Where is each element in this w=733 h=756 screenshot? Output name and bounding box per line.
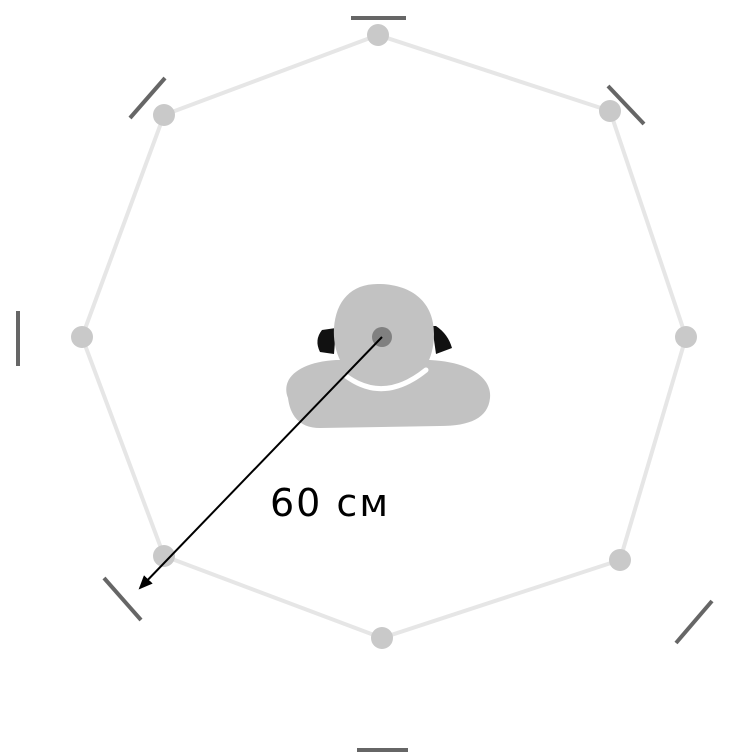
speaker-marker-icon	[606, 84, 646, 126]
speaker-marker-icon	[128, 76, 167, 120]
position-node	[599, 100, 621, 122]
speaker-marker-icon	[102, 576, 143, 622]
position-node	[153, 545, 175, 567]
position-node	[609, 549, 631, 571]
speaker-marker-icon	[674, 599, 714, 645]
distance-arrow	[138, 336, 383, 590]
listener-top-view-icon	[286, 283, 491, 428]
position-node	[71, 326, 93, 348]
speaker-markers	[16, 16, 714, 752]
distance-label: 60 см	[270, 481, 390, 525]
position-node	[367, 24, 389, 46]
position-node	[371, 627, 393, 649]
position-node	[153, 104, 175, 126]
position-node	[675, 326, 697, 348]
position-nodes	[71, 24, 697, 649]
